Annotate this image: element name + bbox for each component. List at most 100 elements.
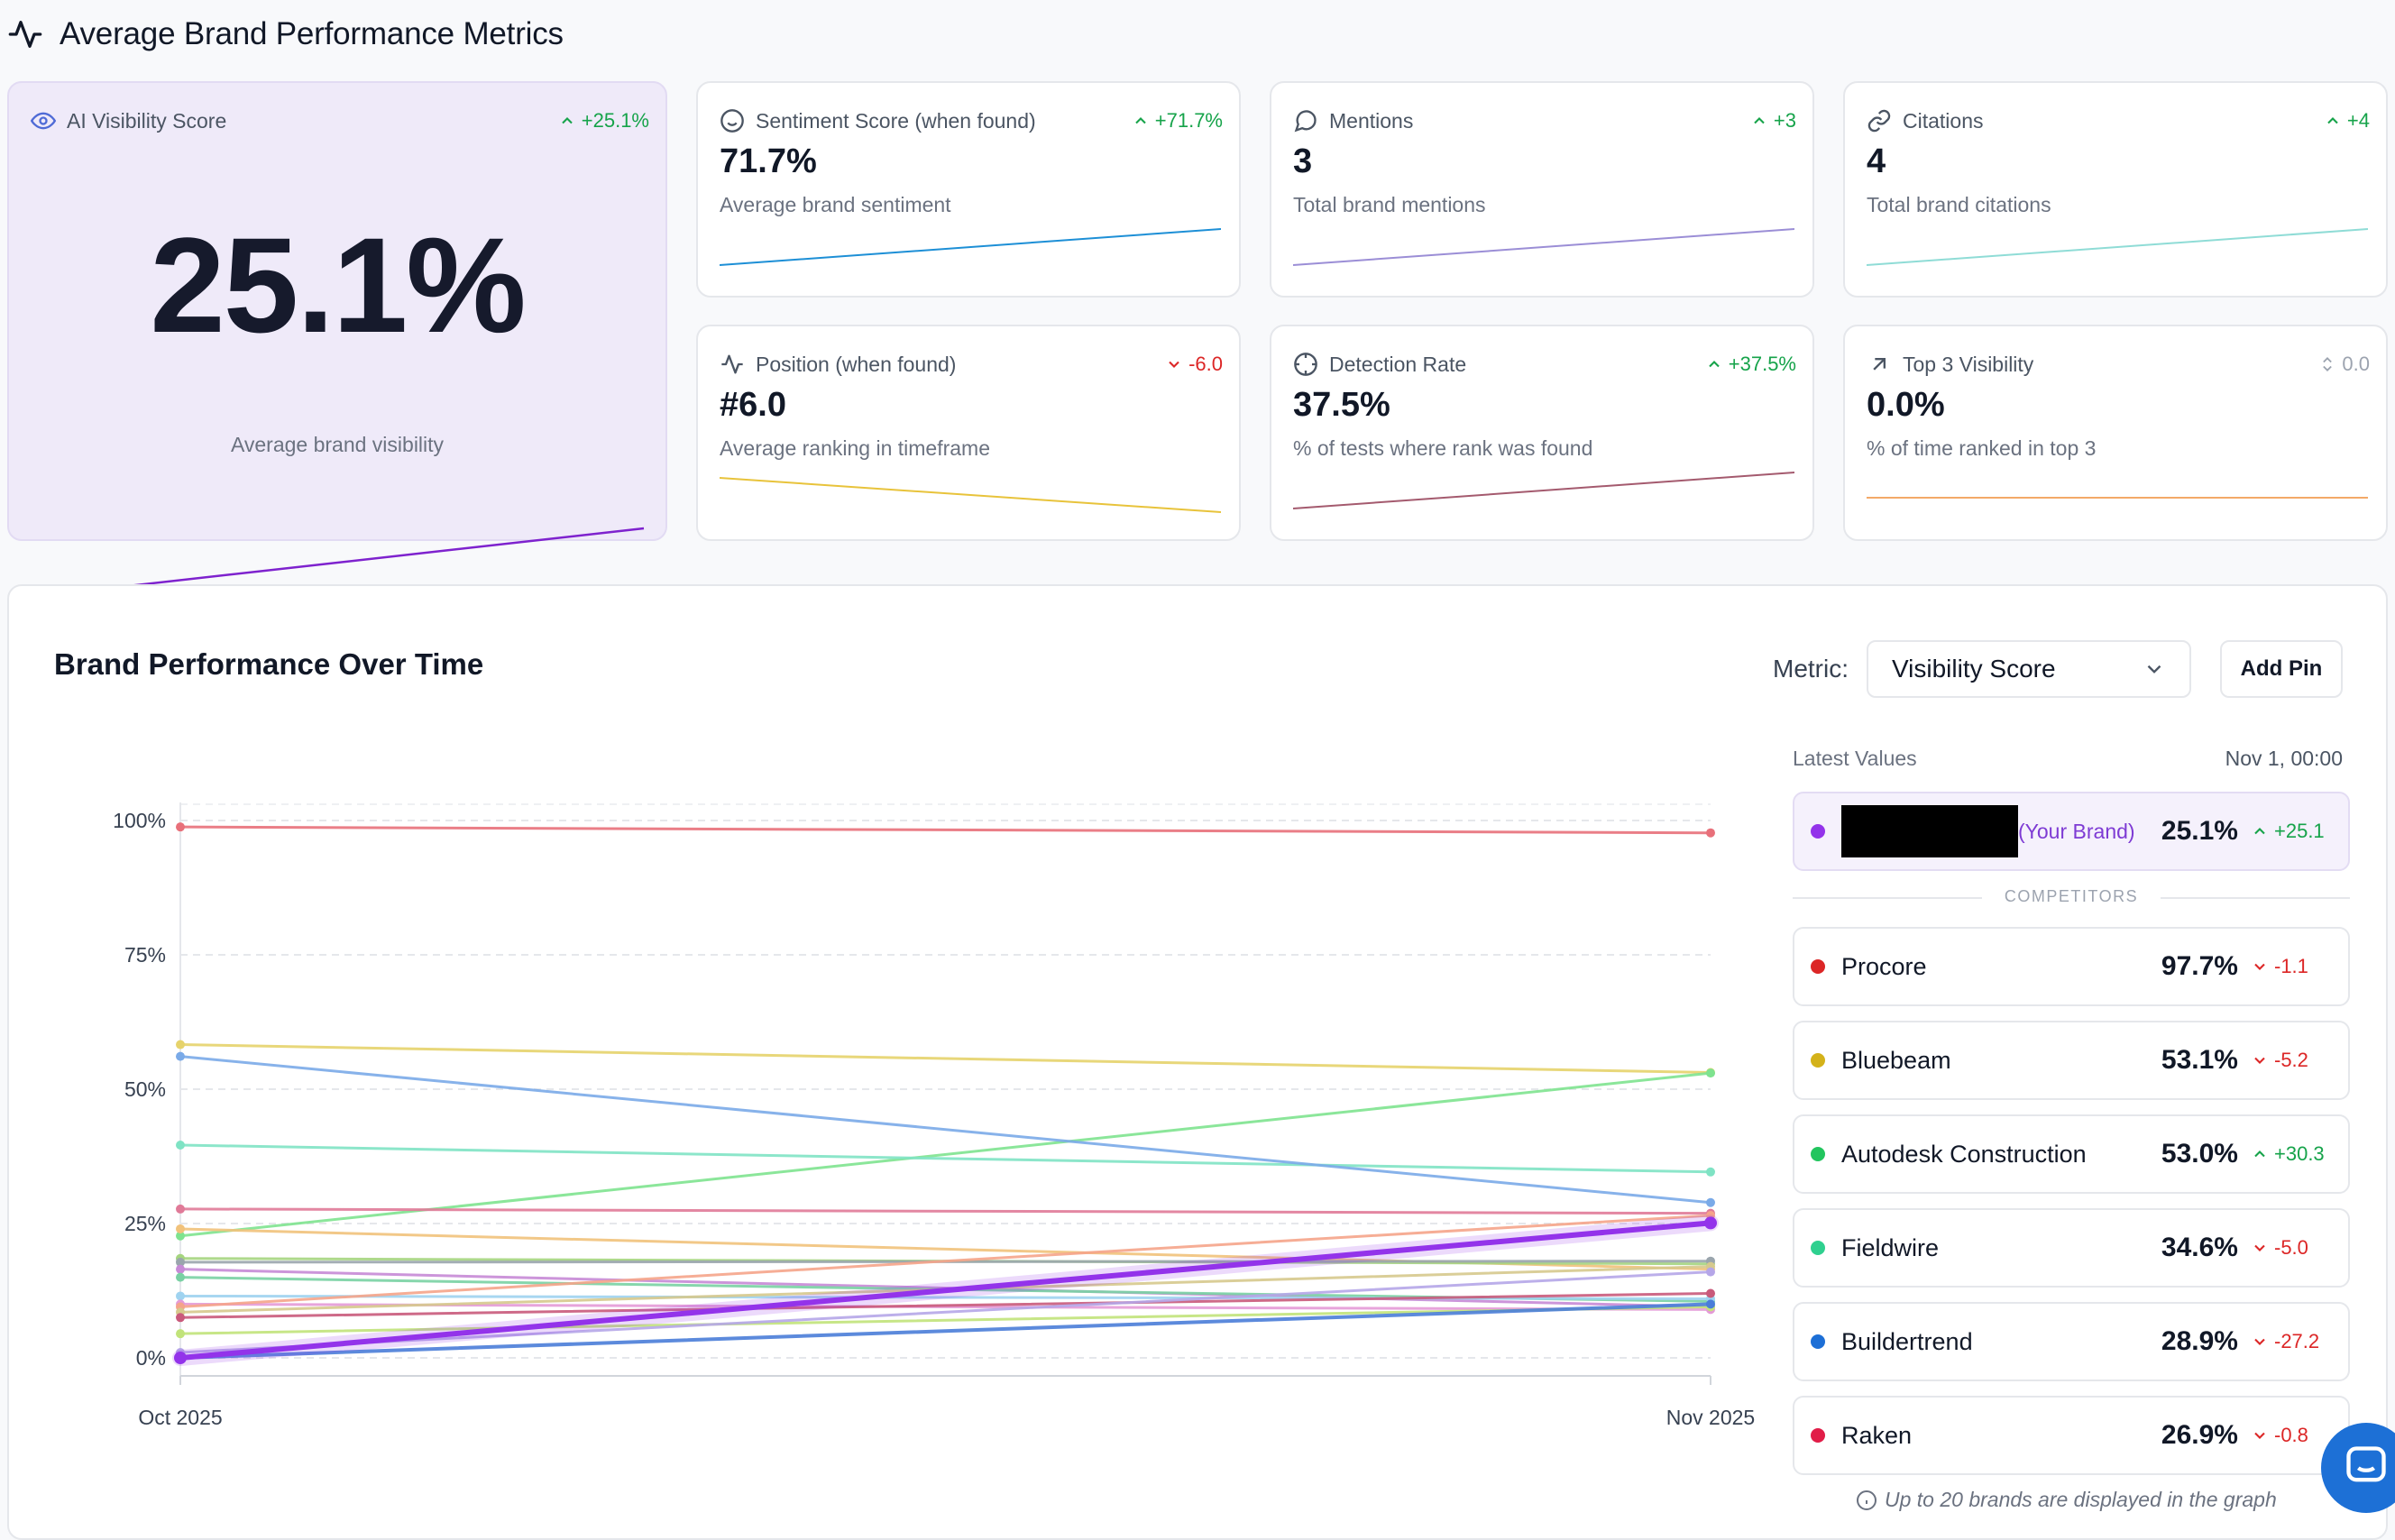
series-dot — [1811, 1334, 1825, 1349]
card-value: #6.0 — [720, 386, 786, 424]
page-title: Average Brand Performance Metrics — [60, 16, 564, 51]
add-pin-button[interactable]: Add Pin — [2220, 640, 2343, 698]
card-subtitle: % of tests where rank was found — [1293, 436, 1593, 460]
brand-name: Fieldwire — [1841, 1233, 1940, 1261]
data-point[interactable] — [176, 1272, 185, 1282]
card-label: Detection Rate — [1329, 352, 1467, 376]
sparkline — [720, 228, 1221, 266]
series-line[interactable] — [179, 1270, 1712, 1354]
data-point[interactable] — [1706, 1167, 1715, 1177]
data-point[interactable] — [176, 1040, 185, 1050]
metric-select[interactable]: Visibility Score — [1867, 640, 2191, 698]
card-delta: +4 — [2324, 109, 2370, 133]
data-point[interactable] — [176, 1291, 185, 1301]
series-line[interactable] — [179, 1055, 1712, 1205]
series-line[interactable] — [179, 1143, 1712, 1174]
chevron-up-icon — [1709, 361, 1720, 368]
chat-icon — [2346, 1446, 2386, 1482]
card-subtitle: % of time ranked in top 3 — [1867, 436, 2097, 460]
mentions-card[interactable]: Mentions +3 3 Total brand mentions — [1270, 81, 1814, 298]
activity-icon — [721, 354, 743, 374]
card-delta: +3 — [1750, 109, 1796, 133]
chevron-down-icon — [2254, 1432, 2265, 1439]
chevron-down-icon — [2147, 665, 2161, 674]
brand-name: Autodesk Construction — [1841, 1140, 2087, 1168]
brand-change: -5.0 — [2251, 1236, 2334, 1260]
competitor-row[interactable]: Bluebeam 53.1% -5.2 — [1793, 1021, 2350, 1100]
brand-value: 28.9% — [2161, 1326, 2238, 1356]
series-line[interactable] — [179, 1291, 1712, 1319]
link-icon — [1867, 109, 1891, 133]
series-dot — [1811, 1147, 1825, 1161]
brand-value: 97.7% — [2161, 951, 2238, 981]
sparkline — [1293, 472, 1794, 509]
data-point[interactable] — [176, 1204, 185, 1214]
competitor-row[interactable]: Buildertrend 28.9% -27.2 — [1793, 1302, 2350, 1381]
brand-performance-panel: Brand Performance Over Time Metric: Visi… — [7, 584, 2388, 1540]
chevron-down-icon — [2254, 1338, 2265, 1345]
competitor-row[interactable]: Autodesk Construction 53.0% +30.3 — [1793, 1114, 2350, 1194]
series-line[interactable] — [179, 1214, 1712, 1308]
data-point[interactable] — [174, 1352, 187, 1364]
card-value: 71.7% — [720, 142, 817, 180]
sentiment-card[interactable]: Sentiment Score (when found) +71.7% 71.7… — [696, 81, 1241, 298]
y-tick-label: 100% — [113, 809, 166, 832]
card-delta: +37.5% — [1705, 353, 1796, 376]
data-point[interactable] — [1706, 1299, 1715, 1309]
series-dot — [1811, 1241, 1825, 1255]
chevrons-up-down-icon — [2323, 357, 2333, 371]
data-point[interactable] — [176, 1257, 185, 1267]
citations-card[interactable]: Citations +4 4 Total brand citations — [1843, 81, 2388, 298]
series-line[interactable] — [178, 1220, 1713, 1361]
y-tick-label: 25% — [124, 1212, 166, 1235]
data-point[interactable] — [176, 1224, 185, 1233]
series-line[interactable] — [179, 1207, 1712, 1215]
chat-launcher-button[interactable] — [2321, 1423, 2395, 1513]
ai-visibility-card[interactable]: AI Visibility Score +25.1% 25.1% Average… — [7, 81, 667, 599]
sparkline — [1867, 228, 2368, 266]
position-card[interactable]: Position (when found) -6.0 #6.0 Average … — [696, 325, 1241, 541]
data-point[interactable] — [176, 1264, 185, 1274]
data-point[interactable] — [1706, 1068, 1715, 1078]
y-tick-label: 50% — [124, 1077, 166, 1101]
card-label: Citations — [1903, 108, 1984, 133]
competitor-row[interactable]: Raken 26.9% -0.8 — [1793, 1396, 2350, 1475]
card-delta: +25.1% — [558, 109, 649, 133]
data-point[interactable] — [1706, 1267, 1715, 1277]
line-chart[interactable]: 0% 25% 50% 75% 100% Oct 2025 Nov 2025 — [9, 586, 1794, 1524]
metric-label: Metric: — [1773, 655, 1849, 683]
card-value: 3 — [1293, 142, 1313, 180]
your-brand-row[interactable]: (Your Brand) 25.1% +25.1 — [1793, 792, 2350, 871]
chevron-up-icon — [1754, 117, 1765, 124]
data-point[interactable] — [1706, 1288, 1715, 1298]
card-value: 0.0% — [1867, 386, 1945, 424]
card-label: Top 3 Visibility — [1903, 352, 2034, 376]
series-line[interactable] — [179, 1302, 1712, 1360]
smile-icon — [720, 109, 744, 133]
series-dot — [1811, 1053, 1825, 1068]
detection-card[interactable]: Detection Rate +37.5% 37.5% % of tests w… — [1270, 325, 1814, 541]
card-delta: 0.0 — [2318, 353, 2370, 376]
redacted-brand-name — [1841, 805, 2018, 857]
competitor-row[interactable]: Procore 97.7% -1.1 — [1793, 927, 2350, 1006]
data-point[interactable] — [1704, 1216, 1717, 1230]
series-line[interactable] — [179, 1043, 1712, 1075]
top3-card[interactable]: Top 3 Visibility 0.0 0.0% % of time rank… — [1843, 325, 2388, 541]
data-point[interactable] — [1706, 828, 1715, 838]
card-label: Sentiment Score (when found) — [756, 108, 1036, 133]
brand-value: 26.9% — [2161, 1420, 2238, 1450]
data-point[interactable] — [176, 1313, 185, 1323]
series-line[interactable] — [179, 825, 1712, 835]
data-point[interactable] — [176, 1140, 185, 1150]
data-point[interactable] — [1706, 1197, 1715, 1207]
data-point[interactable] — [176, 1329, 185, 1339]
series-dot — [1811, 959, 1825, 974]
data-point[interactable] — [176, 1051, 185, 1061]
data-point[interactable] — [176, 822, 185, 832]
data-point[interactable] — [176, 1231, 185, 1241]
chat-icon — [1294, 110, 1317, 133]
competitor-row[interactable]: Fieldwire 34.6% -5.0 — [1793, 1208, 2350, 1288]
card-delta: +71.7% — [1132, 109, 1223, 133]
brand-change: -1.1 — [2251, 955, 2334, 978]
sparkline — [720, 477, 1221, 513]
